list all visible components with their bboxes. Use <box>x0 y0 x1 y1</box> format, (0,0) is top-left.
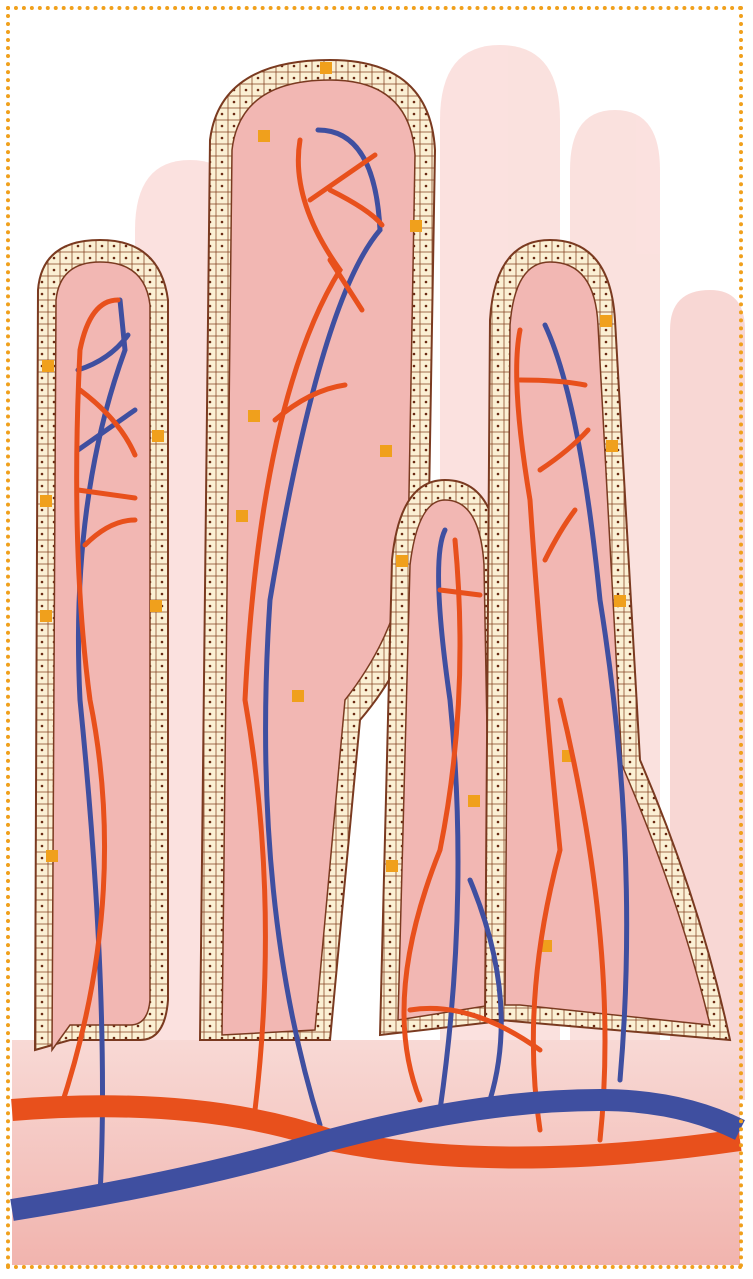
arteriole-network <box>57 137 608 1143</box>
vein-main <box>10 1088 745 1221</box>
venule-network <box>75 127 630 1198</box>
goblet-cells-villus-3 <box>386 555 480 872</box>
villus-3 <box>378 478 512 1037</box>
goblet-cells-villus-2 <box>236 62 422 702</box>
goblet-cells-villus-1 <box>40 360 164 862</box>
